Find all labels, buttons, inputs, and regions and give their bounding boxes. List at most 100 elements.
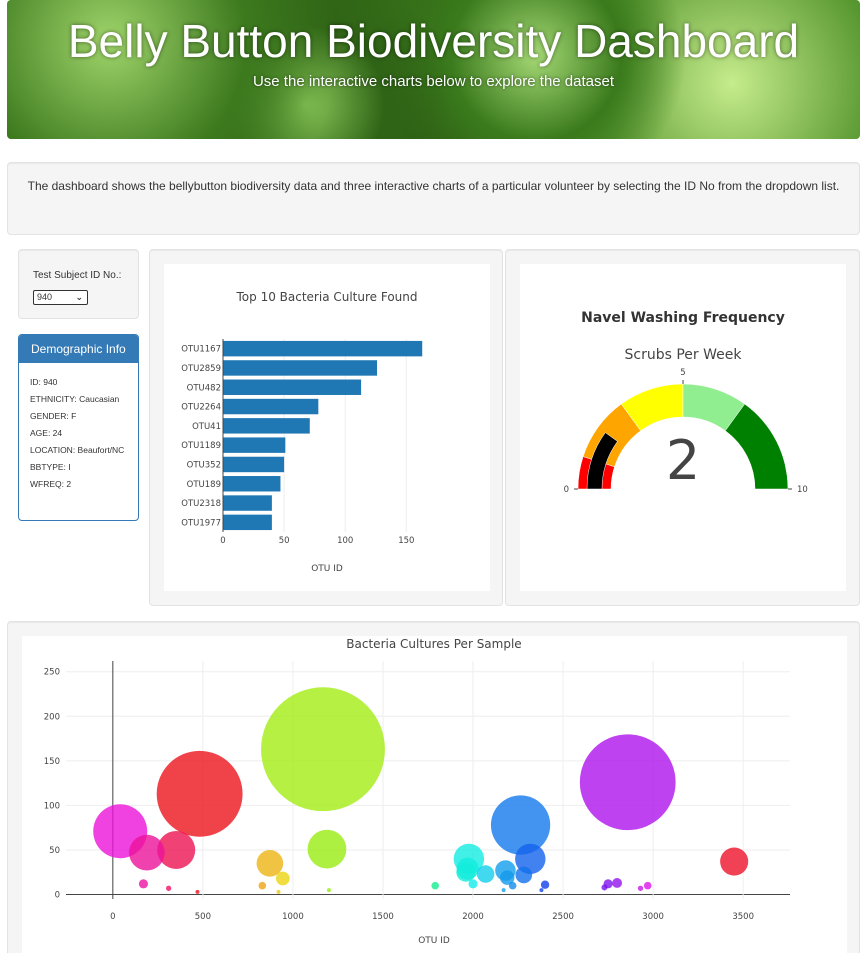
bubble-point — [129, 834, 165, 871]
bar-category-label: OTU41 — [192, 422, 221, 432]
gauge-tick-label: 0 — [564, 485, 569, 495]
bar-mark — [223, 476, 281, 492]
bubble-point — [195, 889, 200, 894]
demographic-title: Demographic Info — [19, 335, 138, 363]
bar-x-tick-label: 100 — [337, 536, 353, 546]
bubble-point — [276, 889, 281, 894]
bubble-point — [579, 734, 676, 831]
bubble-y-tick-label: 200 — [44, 712, 60, 722]
bar-category-label: OTU1189 — [181, 441, 221, 451]
bar-category-label: OTU482 — [187, 383, 221, 393]
bar-category-label: OTU2859 — [181, 364, 221, 374]
bubble-point — [275, 871, 290, 886]
id-dropdown[interactable]: 940 ⌄ — [33, 290, 88, 305]
bar-category-label: OTU352 — [187, 460, 221, 470]
bubble-point — [490, 795, 551, 855]
bubble-point — [500, 870, 515, 885]
bar-category-label: OTU2318 — [181, 499, 221, 509]
demographic-row: GENDER: F — [30, 411, 77, 421]
bubble-point — [501, 888, 506, 893]
bar-x-tick-label: 150 — [398, 536, 414, 546]
bar-category-label: OTU1977 — [181, 518, 221, 528]
bar-chart[interactable]: Top 10 Bacteria Culture Found 0 50 100 150 OT… — [164, 264, 490, 591]
bubble-x-tick-label: 3000 — [642, 912, 664, 922]
bubble-x-tick-label: 500 — [195, 912, 211, 922]
bubble-chart-panel: Bacteria Cultures Per Sample 0 50 100 150 200… — [7, 621, 860, 954]
bubble-point — [256, 850, 284, 877]
bubble-chart-background: Bacteria Cultures Per Sample 0 50 100 150 200… — [22, 636, 847, 954]
description-text: The dashboard shows the bellybutton biod… — [27, 179, 840, 193]
bar-category-label: OTU189 — [187, 480, 221, 490]
bar-category-label: OTU1167 — [181, 345, 221, 355]
gauge-title: Navel Washing Frequency — [581, 310, 785, 326]
bar-mark — [223, 514, 272, 531]
bubble-y-tick-label: 150 — [44, 757, 60, 767]
demographic-body: ID: 940 ETHNICITY: Caucasian GENDER: F AGE:… — [19, 363, 138, 490]
bar-chart-panel: Top 10 Bacteria Culture Found 0 50 100 150 OT… — [149, 249, 503, 606]
bubble-point — [157, 830, 196, 869]
bar-mark — [223, 418, 310, 434]
bubble-point — [138, 879, 149, 889]
bar-mark — [223, 398, 319, 415]
bubble-point — [431, 881, 440, 890]
gauge-value: 2 — [666, 429, 700, 492]
bubble-y-tick-label: 250 — [44, 668, 60, 678]
header-banner: Belly Button Biodiversity Dashboard Use … — [7, 0, 860, 139]
bubble-point — [261, 687, 385, 812]
gauge-tick-label: 10 — [797, 485, 808, 495]
id-selector-panel: Test Subject ID No.: 940 ⌄ — [18, 249, 139, 319]
page-title: Belly Button Biodiversity Dashboard — [67, 15, 800, 67]
bubble-x-tick-label: 2500 — [552, 912, 574, 922]
bar-chart-background: Top 10 Bacteria Culture Found 0 50 100 150 OT… — [164, 264, 490, 591]
id-selector-label: Test Subject ID No.: — [33, 270, 122, 281]
bubble-x-tick-label: 0 — [110, 912, 115, 922]
page-subtitle: Use the interactive charts below to expl… — [252, 73, 615, 90]
gauge-chart-panel: Navel Washing Frequency Scrubs Per Week 0 5… — [505, 249, 860, 606]
bar-x-axis-title: OTU ID — [311, 564, 343, 574]
bubble-point — [508, 881, 517, 890]
id-dropdown-value: 940 — [37, 292, 53, 302]
bar-chart-title: Top 10 Bacteria Culture Found — [236, 290, 418, 304]
bubble-chart-title: Bacteria Cultures Per Sample — [346, 637, 521, 651]
bar-mark — [223, 360, 377, 376]
bubble-x-tick-label: 3500 — [732, 912, 754, 922]
gauge-value-bar — [586, 432, 618, 490]
bubble-point — [540, 880, 550, 889]
bubble-x-axis-title: OTU ID — [418, 936, 450, 946]
bubble-point — [456, 862, 476, 882]
bubble-point — [326, 888, 331, 893]
bar-mark — [223, 340, 423, 357]
bubble-chart[interactable]: Bacteria Cultures Per Sample 0 50 100 150 200… — [22, 636, 847, 954]
bubble-point — [156, 750, 243, 837]
demographic-row: ID: 940 — [30, 377, 58, 387]
bar-x-tick-label: 0 — [220, 536, 225, 546]
bar-x-tick-label: 50 — [279, 536, 290, 546]
bubble-point — [476, 865, 495, 883]
bubble-point — [468, 879, 478, 889]
bar-mark — [223, 379, 362, 395]
bar-mark — [223, 495, 272, 511]
demographic-row: BBTYPE: I — [30, 462, 71, 472]
demographic-row: ETHNICITY: Caucasian — [30, 394, 120, 404]
bubble-point — [165, 885, 172, 891]
bubble-x-tick-label: 2000 — [462, 912, 484, 922]
bubble-point — [643, 881, 652, 890]
demographic-row: AGE: 24 — [30, 428, 63, 438]
demographic-panel: Demographic Info ID: 940 ETHNICITY: Cauca… — [18, 334, 139, 521]
bubble-point — [612, 878, 623, 888]
bubble-y-tick-label: 100 — [44, 801, 60, 811]
gauge-chart-background: Navel Washing Frequency Scrubs Per Week 0 5… — [520, 264, 846, 591]
bubble-point — [515, 843, 546, 875]
bubble-point — [601, 884, 608, 891]
description-panel: The dashboard shows the bellybutton biod… — [7, 162, 860, 235]
bubble-y-tick-label: 0 — [55, 891, 60, 901]
gauge-tick-label: 5 — [680, 368, 685, 378]
bubble-point — [539, 888, 544, 893]
bubble-x-tick-label: 1500 — [372, 912, 394, 922]
bubble-y-tick-label: 50 — [49, 846, 60, 856]
bubble-point — [307, 829, 347, 869]
bubble-point — [720, 847, 749, 876]
gauge-subtitle: Scrubs Per Week — [625, 347, 743, 363]
gauge-chart[interactable]: Navel Washing Frequency Scrubs Per Week 0 5… — [520, 264, 846, 591]
bubble-point — [637, 885, 644, 891]
